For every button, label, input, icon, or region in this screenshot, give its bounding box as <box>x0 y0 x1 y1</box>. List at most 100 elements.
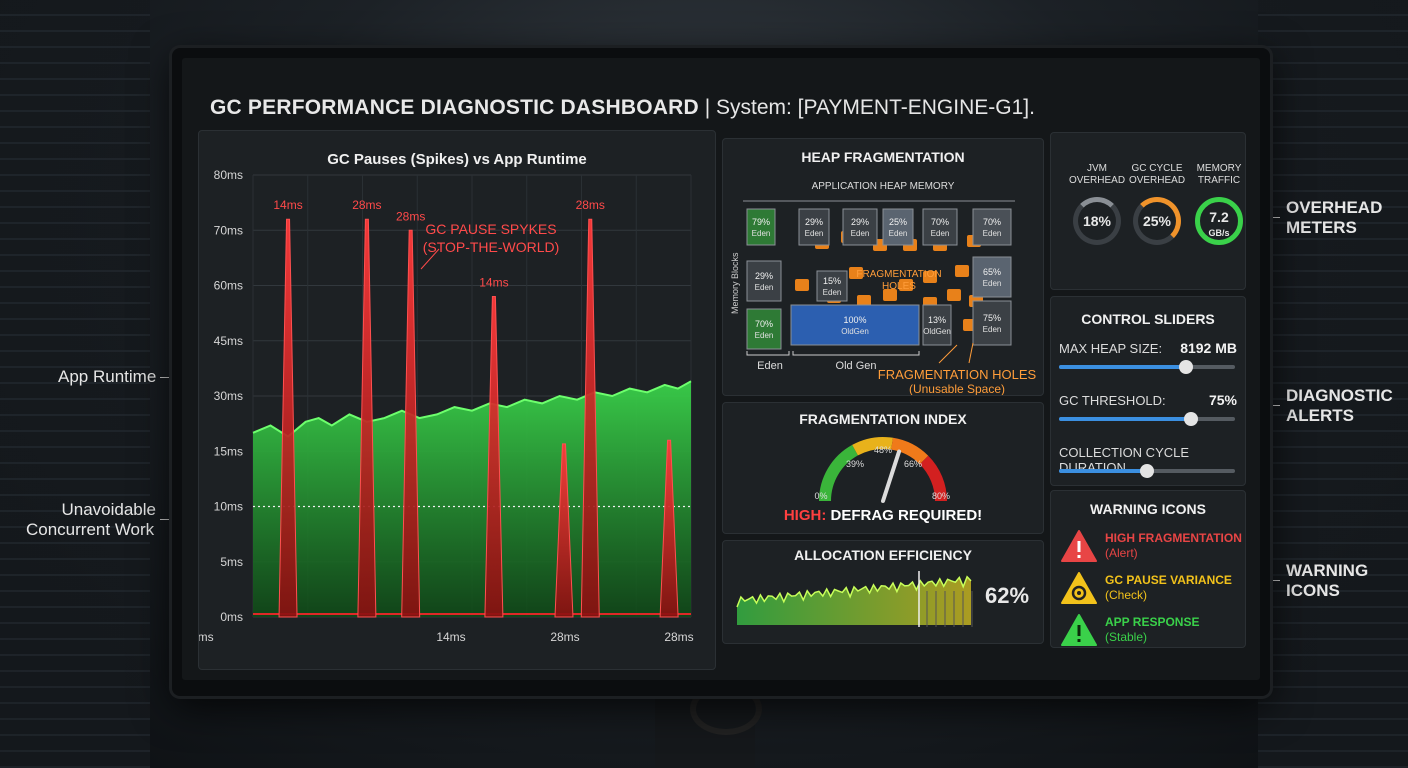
heap-block-pct: 29% <box>851 217 869 227</box>
x-tick-label: 28ms <box>550 630 579 644</box>
heap-block-pct: 70% <box>983 217 1001 227</box>
heap-title: HEAP FRAGMENTATION <box>801 149 965 165</box>
meter-value: 7.2 <box>1209 208 1229 225</box>
heap-block-gen: Eden <box>931 229 950 238</box>
oldgen-label: Old Gen <box>836 360 877 372</box>
exclamation-bar <box>1077 541 1081 552</box>
gauge-label: 39% <box>846 459 864 469</box>
heap-block-pct: 100% <box>843 315 866 325</box>
holes-label: HOLES <box>882 281 916 292</box>
heap-block-gen: OldGen <box>923 327 951 336</box>
heap-block-gen: Eden <box>983 229 1002 238</box>
heap-block-pct: 70% <box>931 217 949 227</box>
holes-callout: FRAGMENTATION HOLES <box>878 367 1037 382</box>
callout-diagnostic-2: ALERTS <box>1286 406 1354 425</box>
warnings-title: WARNING ICONS <box>1090 501 1206 517</box>
y-tick-label: 60ms <box>214 279 243 293</box>
heap-block-pct: 70% <box>755 319 773 329</box>
fragmentation-hole <box>923 271 937 283</box>
slider-fill <box>1059 365 1186 369</box>
slider-fill <box>1059 469 1147 473</box>
heap-caption: APPLICATION HEAP MEMORY <box>811 181 955 192</box>
heap-block-pct: 13% <box>928 315 946 325</box>
slider-knob[interactable] <box>1140 464 1154 478</box>
heap-block <box>790 304 920 346</box>
heap-block-pct: 79% <box>752 217 770 227</box>
annotation-title: GC PAUSE SPYKES <box>425 221 556 237</box>
callout-overhead-1: OVERHEAD <box>1286 198 1383 217</box>
gauge-needle <box>881 449 902 503</box>
holes-label: FRAGMENTATION <box>856 269 941 280</box>
spike-label: 28ms <box>352 198 381 212</box>
alloc-value: 62% <box>985 583 1030 608</box>
gear-shape <box>1071 585 1087 601</box>
meter-label: GC CYCLE <box>1131 163 1183 174</box>
callout-concurrent-2: Concurrent Work <box>26 520 155 539</box>
meter-ring: 7.2 GB/s <box>1195 197 1243 245</box>
spike-label: 28ms <box>396 209 425 223</box>
heap-block <box>882 208 914 246</box>
slider-knob[interactable] <box>1184 412 1198 426</box>
heap-block-gen: OldGen <box>841 327 869 336</box>
y-tick-label: 45ms <box>214 334 243 348</box>
dashboard-screen: GC PERFORMANCE DIAGNOSTIC DASHBOARD | Sy… <box>182 58 1260 680</box>
heap-block-gen: Eden <box>983 325 1002 334</box>
x-tick-label: 14ms <box>436 630 465 644</box>
meter-label: JVM <box>1087 163 1107 174</box>
frag-alert: HIGH: DEFRAG REQUIRED! <box>723 507 1043 524</box>
meter-label: MEMORY <box>1196 163 1242 174</box>
callout-app-runtime: App Runtime <box>58 367 157 386</box>
fragmentation-hole <box>795 279 809 291</box>
spike-label: 14ms <box>479 276 508 290</box>
slider-knob[interactable] <box>1178 360 1193 374</box>
alloc-title: ALLOCATION EFFICIENCY <box>794 547 972 563</box>
gc-pause-spike <box>659 439 679 618</box>
heap-block <box>972 300 1012 346</box>
spike-label: 14ms <box>273 198 302 212</box>
gc-pause-chart-panel: GC Pauses (Spikes) vs App Runtime 0ms 5ms… <box>198 130 716 670</box>
heap-block-gen: Eden <box>823 288 842 297</box>
warning-label: HIGH FRAGMENTATION (Alert) <box>1105 531 1242 560</box>
meter-unit: GB/s <box>1208 228 1230 238</box>
frag-alert-prefix: HIGH: <box>783 507 827 524</box>
alloc-line <box>736 575 972 608</box>
callout-warning-1: WARNING <box>1286 561 1369 580</box>
gc-pause-spike <box>554 443 574 618</box>
server-rack-right <box>1258 0 1408 768</box>
gc-pause-chart: 0ms 5ms 10ms 15ms 30ms 45ms 60ms 70ms 80ms 14ms 28… <box>199 168 694 644</box>
fragmentation-index-panel: FRAGMENTATION INDEX 0% 39% 48% 66% 80% HIGH:… <box>722 402 1044 534</box>
heap-block <box>746 208 776 246</box>
gc-pause-spike <box>357 218 377 618</box>
heap-block-gen: Eden <box>752 229 771 238</box>
gauge-segment <box>919 455 947 502</box>
gc-pause-spike <box>401 229 421 618</box>
alert-triangle-icon <box>1061 530 1097 562</box>
gear-hub <box>1077 591 1081 595</box>
heap-block-pct: 65% <box>983 267 1001 277</box>
eden-bracket <box>746 351 790 356</box>
exclamation-dot <box>1077 555 1081 558</box>
overhead-meters-panel: JVM OVERHEAD 18% GC CYCLE OVERHEAD 25% MEMORY T… <box>1050 132 1246 290</box>
warning-label: APP RESPONSE (Stable) <box>1105 615 1200 644</box>
gauge-segment <box>852 437 894 456</box>
meter-ring: 18% <box>1073 197 1121 245</box>
gc-pause-spike <box>484 296 504 618</box>
x-tick-label: 28ms <box>664 630 693 644</box>
exclamation-bar <box>1077 625 1081 636</box>
fragmentation-hole <box>857 295 871 307</box>
app-runtime-area <box>253 381 691 617</box>
y-tick-label: 70ms <box>214 223 243 237</box>
gc-pause-spike <box>278 218 298 618</box>
heap-block-gen: Eden <box>805 229 824 238</box>
sliders-title: CONTROL SLIDERS <box>1081 311 1215 327</box>
y-tick-label: 30ms <box>214 389 243 403</box>
warning-sub: (Check) <box>1105 588 1148 602</box>
callout-overhead-2: METERS <box>1286 218 1357 237</box>
gc-pause-spike <box>580 218 600 618</box>
meter-label: TRAFFIC <box>1197 175 1241 186</box>
y-tick-label: 10ms <box>214 500 243 514</box>
heap-block <box>746 308 782 350</box>
warning-label: GC PAUSE VARIANCE (Check) <box>1105 573 1232 602</box>
gauge-segment <box>819 444 859 502</box>
fragmentation-hole <box>955 265 969 277</box>
